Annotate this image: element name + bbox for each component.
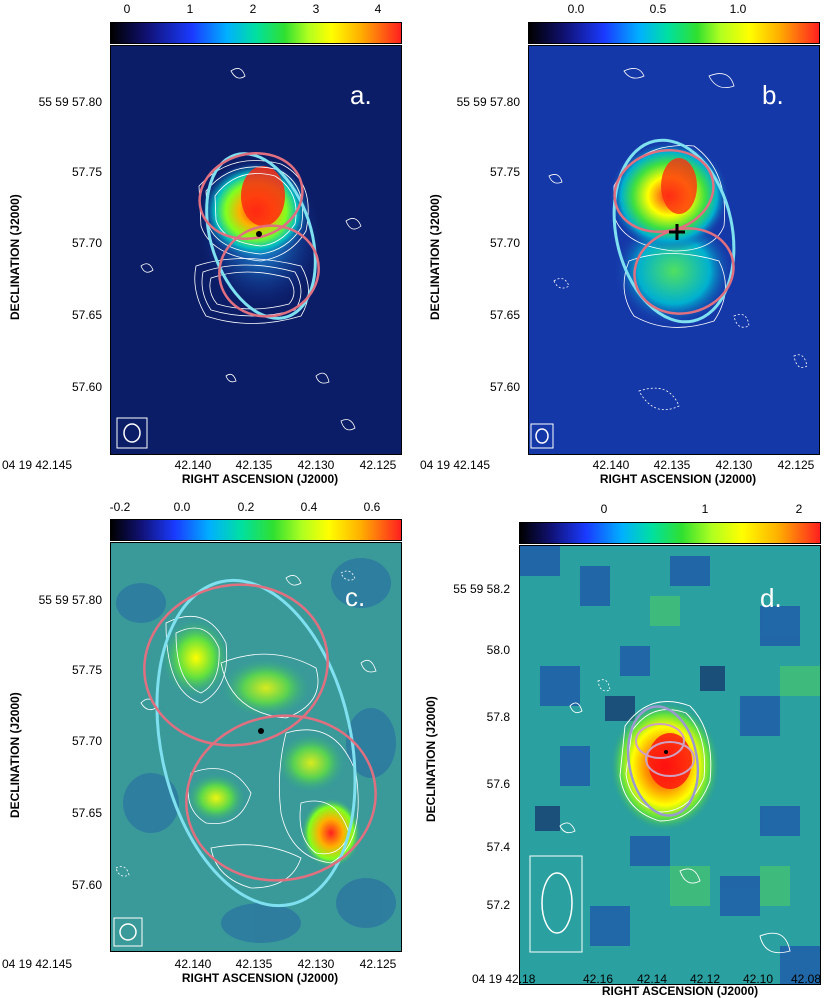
y-tick-label: 55 59 57.80 [38,95,102,109]
colorbar-d [519,522,821,544]
x-tick-label: 42.125 [777,458,815,472]
y-tick-label: 57.60 [489,380,520,394]
x-tick-label: 42.140 [174,957,212,971]
colorbar-tick: 4 [374,2,382,16]
x-tick-label: 42.130 [297,458,335,472]
colorbar-c [110,519,402,541]
colorbar-tick: 0.5 [649,2,667,16]
y-tick-label: 57.4 [486,840,510,854]
colorbar-tick: 2 [249,2,257,16]
radio-image-a [110,45,402,455]
x-tick-label: 04 19 42.145 [2,957,73,971]
y-tick-label: 55 59 57.80 [38,593,102,607]
x-tick-label: 04 19 42.18 [472,972,536,986]
y-tick-label: 57.70 [71,236,102,250]
y-tick-label: 57.70 [71,734,102,748]
y-tick-label: 55 59 58.2 [453,582,510,596]
x-axis-label: RIGHT ASCENSION (J2000) [181,472,339,486]
x-tick-label: 42.125 [359,458,397,472]
y-tick-label: 57.6 [486,777,510,791]
y-tick-label: 58.0 [486,643,510,657]
y-tick-label: 57.60 [71,878,102,892]
colorbar-tick: 1 [186,2,194,16]
colorbar-tick: 1 [701,502,709,516]
colorbar-tick: 0.0 [173,500,191,514]
y-axis-label: DECLINATION (J2000) [428,194,442,320]
colorbar-a [110,22,402,44]
x-tick-label: 42.140 [592,458,630,472]
x-tick-label: 42.16 [582,972,614,986]
y-tick-label: 57.75 [71,663,102,677]
x-tick-label: 42.125 [359,957,397,971]
y-axis-label: DECLINATION (J2000) [424,696,438,822]
x-tick-label: 42.140 [174,458,212,472]
colorbar-tick: 1.0 [729,2,747,16]
x-tick-label: 04 19 42.145 [2,458,73,472]
y-tick-label: 57.8 [486,710,510,724]
y-tick-label: 57.70 [489,236,520,250]
x-tick-label: 42.14 [636,972,668,986]
panel-label: a. [350,80,372,110]
y-tick-label: 57.2 [486,898,510,912]
colorbar-tick: 0.6 [363,500,381,514]
colorbar-tick: 0.0 [567,2,585,16]
panel-label: d. [760,583,782,613]
x-tick-label: 42.135 [653,458,691,472]
colorbar-tick: 2 [795,502,803,516]
radio-image-c [110,542,402,952]
y-axis-label: DECLINATION (J2000) [8,194,22,320]
radio-image-d [519,545,821,985]
x-axis-label: RIGHT ASCENSION (J2000) [601,984,759,998]
panel-label: c. [345,582,366,612]
x-axis-label: RIGHT ASCENSION (J2000) [599,472,757,486]
colorbar-tick: 0 [123,2,131,16]
x-tick-label: 42.130 [297,957,335,971]
colorbar-tick: 0.2 [237,500,255,514]
colorbar-tick: 3 [312,2,320,16]
x-tick-label: 42.130 [715,458,753,472]
panel-label: b. [762,80,784,110]
y-axis-label: DECLINATION (J2000) [8,692,22,818]
radio-image-b [528,45,820,455]
x-tick-label: 42.135 [235,957,273,971]
x-tick-label: 42.10 [742,972,774,986]
x-tick-label: 04 19 42.145 [420,458,491,472]
x-tick-label: 42.135 [235,458,273,472]
y-tick-label: 57.65 [71,308,102,322]
y-tick-label: 57.60 [71,380,102,394]
x-axis-label: RIGHT ASCENSION (J2000) [181,971,339,985]
y-tick-label: 57.65 [489,308,520,322]
x-tick-label: 42.08 [790,972,822,986]
x-tick-label: 42.12 [689,972,721,986]
y-tick-label: 57.75 [71,165,102,179]
colorbar-b [528,22,820,44]
colorbar-tick: -0.2 [109,500,131,514]
colorbar-tick: 0 [600,502,608,516]
colorbar-tick: 0.4 [300,500,318,514]
y-tick-label: 55 59 57.80 [456,95,520,109]
y-tick-label: 57.65 [71,806,102,820]
y-tick-label: 57.75 [489,165,520,179]
